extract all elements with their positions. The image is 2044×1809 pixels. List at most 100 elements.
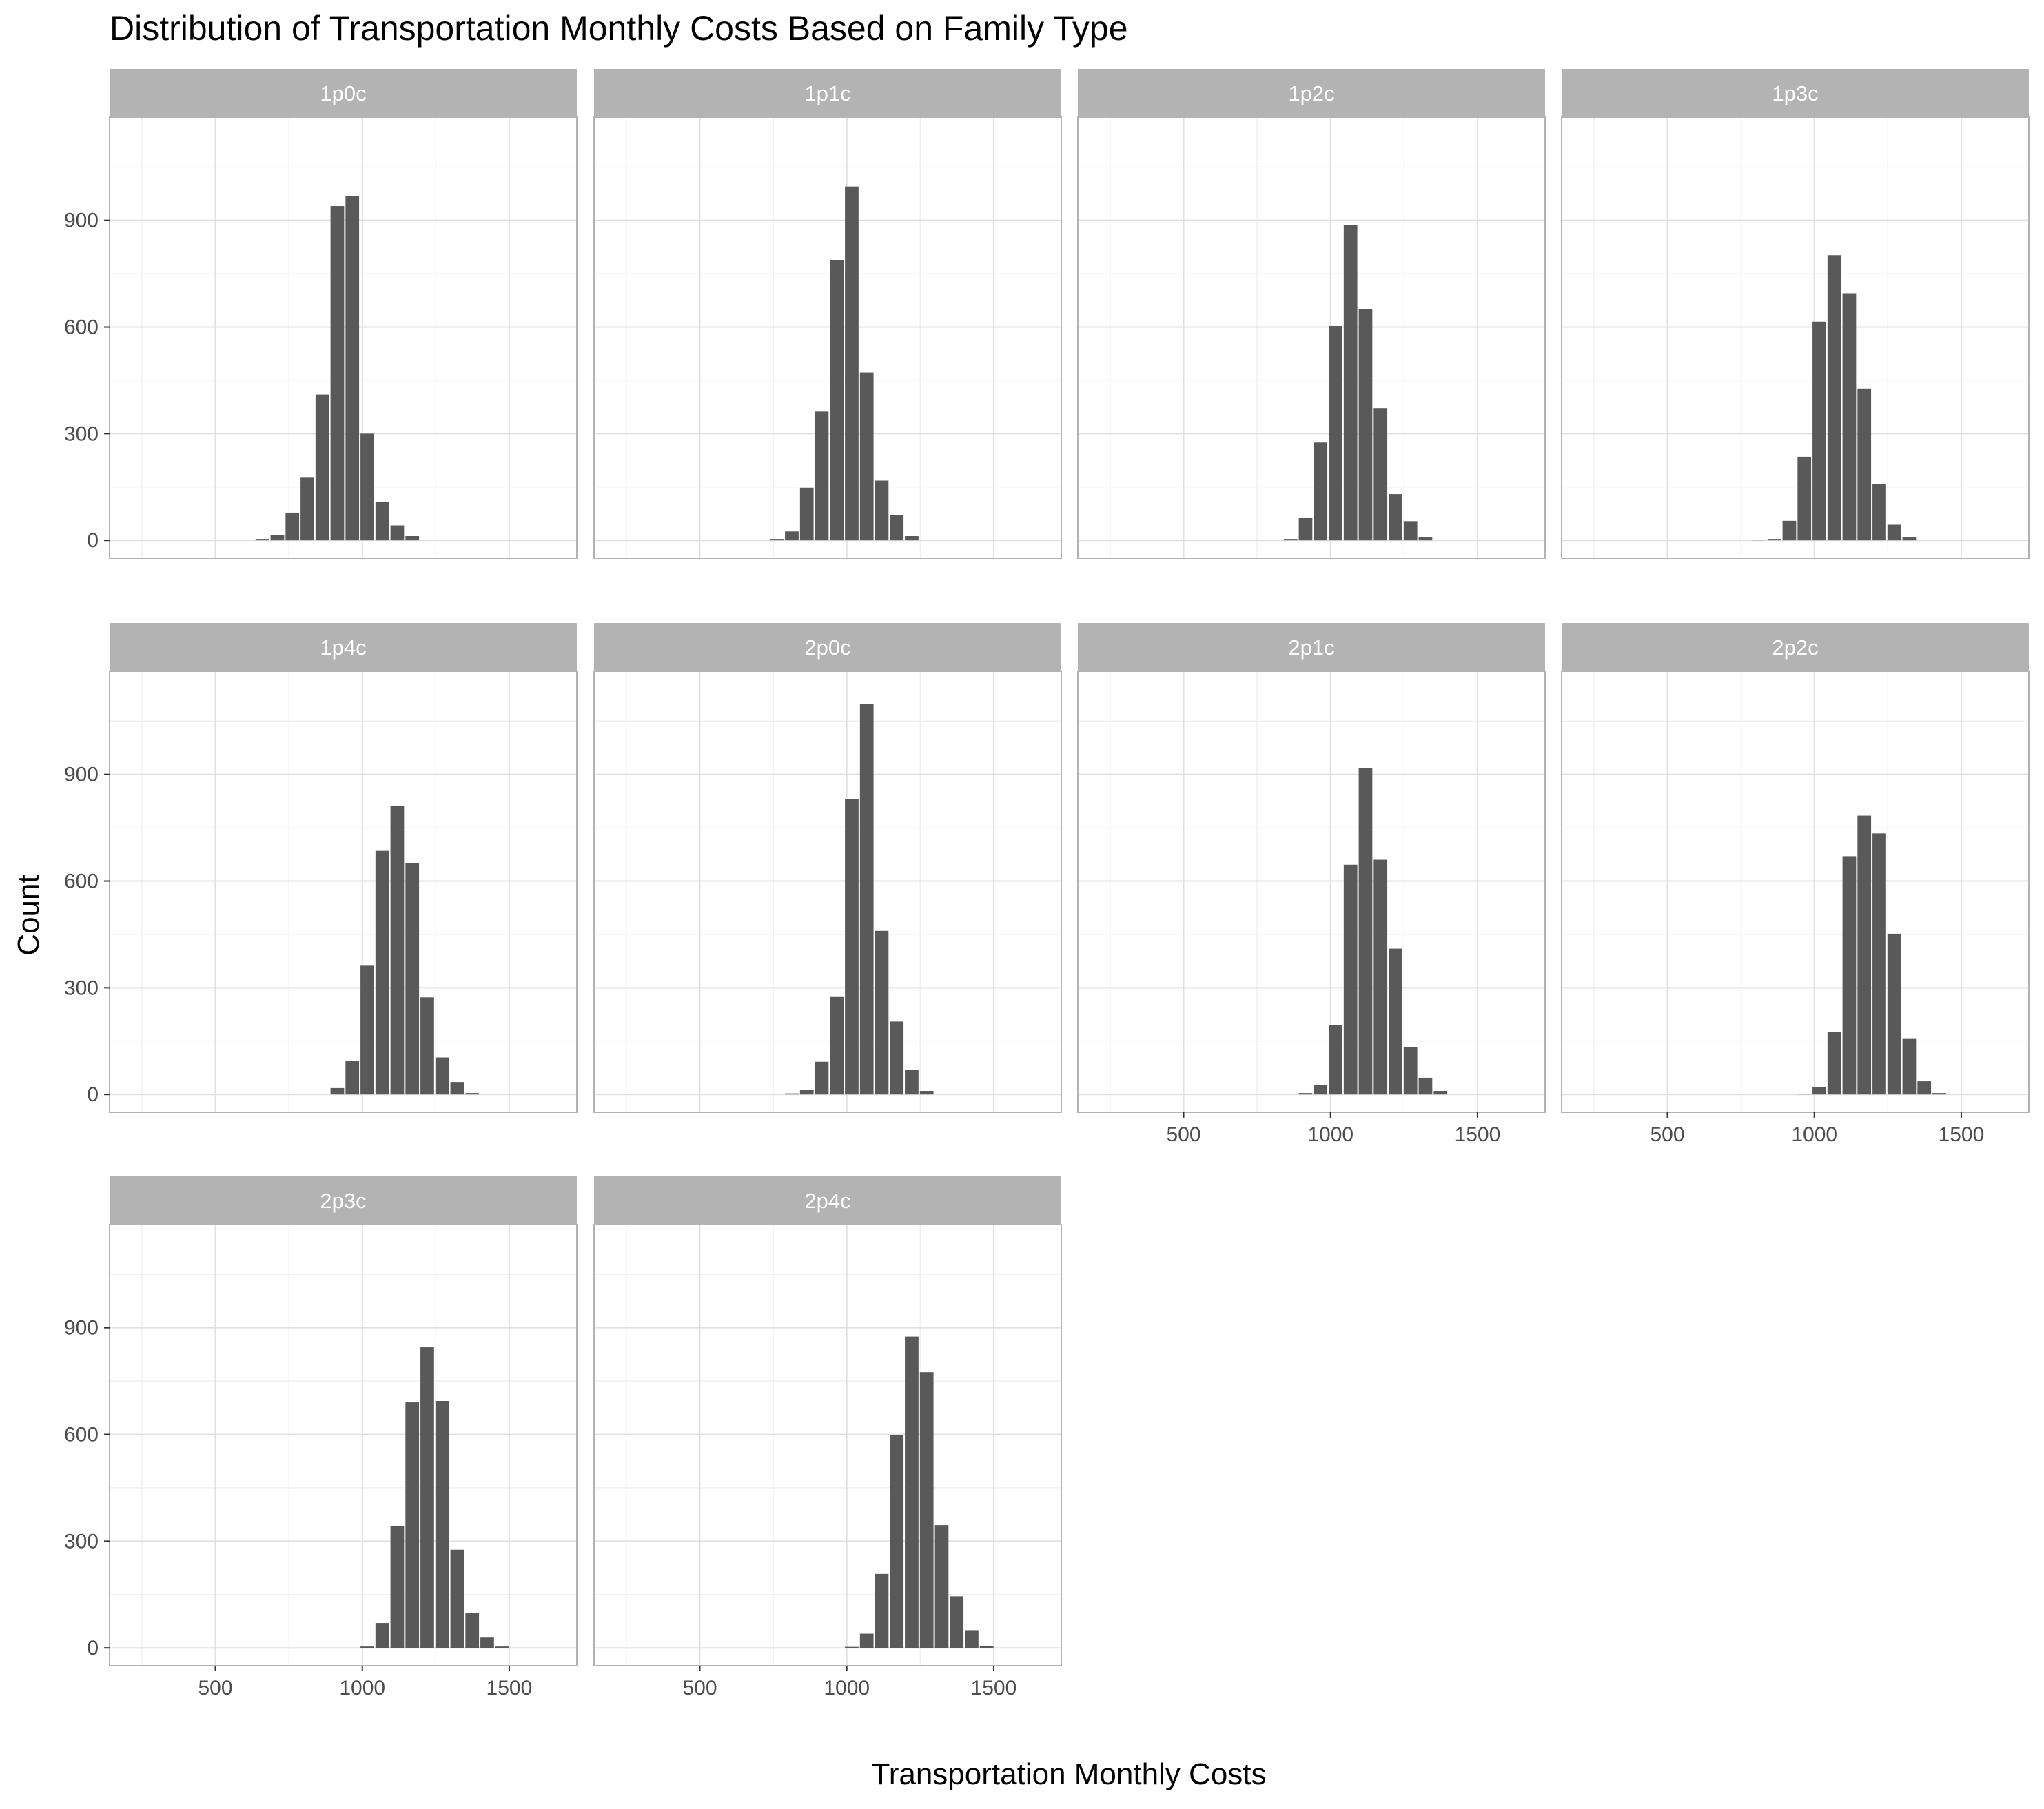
histogram-bar (905, 1336, 919, 1648)
histogram-bar (465, 1613, 480, 1648)
panel-background (110, 1225, 577, 1666)
histogram-bar (1767, 539, 1781, 541)
histogram-bar (1902, 1038, 1917, 1095)
histogram-bar (815, 411, 829, 541)
y-tick-label: 300 (64, 422, 99, 445)
y-tick-label: 0 (87, 529, 99, 552)
facet-strip-label: 2p1c (1288, 635, 1334, 660)
facet-panel-1p4c: 1p4c 0 300 600 900 (64, 623, 578, 1113)
histogram-bar (1418, 1077, 1433, 1095)
y-tick-label: 900 (64, 764, 99, 786)
x-tick-label: 1500 (1939, 1123, 1985, 1146)
histogram-bar (785, 1093, 799, 1095)
histogram-bar (1358, 768, 1373, 1095)
y-tick-label: 0 (87, 1637, 99, 1659)
histogram-bar (1872, 484, 1886, 541)
histogram-bar (875, 930, 889, 1095)
histogram-bar (845, 186, 859, 541)
panel-background (1562, 671, 2029, 1112)
y-tick-label: 600 (64, 1424, 99, 1447)
y-tick-label: 600 (64, 316, 99, 339)
x-tick-label: 1500 (1455, 1123, 1501, 1146)
x-tick-label: 1000 (1307, 1123, 1353, 1146)
histogram-bar (375, 850, 389, 1095)
histogram-bar (919, 1372, 934, 1648)
histogram-bar (405, 536, 420, 541)
histogram-bar (375, 1623, 389, 1648)
histogram-bar (1343, 864, 1358, 1095)
histogram-bar (1827, 255, 1841, 541)
histogram-bar (315, 394, 329, 541)
panel-border (1561, 671, 2030, 1113)
histogram-bar (1932, 1093, 1946, 1095)
x-tick-label: 1000 (824, 1677, 870, 1699)
facet-panel-2p0c: 2p0c (593, 623, 1062, 1113)
histogram-bar (1314, 442, 1328, 541)
x-tick-label: 500 (1166, 1123, 1200, 1146)
histogram-bar (1782, 520, 1797, 541)
histogram-bar (770, 539, 784, 541)
histogram-bar (1433, 1091, 1448, 1095)
facet-panel-1p0c: 1p0c 0 300 600 900 (64, 69, 578, 559)
histogram-bar (859, 1633, 874, 1648)
histogram-bar (390, 1526, 405, 1648)
histogram-bar (1902, 537, 1917, 541)
histogram-bar (1283, 539, 1298, 541)
histogram-bar (375, 502, 389, 541)
facet-panel-2p1c: 2p1c 500 1000 1500 (1077, 623, 1546, 1146)
histogram-bar (1298, 1093, 1313, 1095)
histogram-bar (979, 1646, 994, 1648)
histogram-bar (1812, 321, 1826, 541)
panel-background (1078, 117, 1545, 558)
facet-strip-label: 1p1c (804, 81, 850, 105)
histogram-bar (450, 1082, 464, 1095)
histogram-bar (859, 704, 874, 1095)
histogram-bar (330, 1087, 345, 1095)
histogram-bar (815, 1061, 829, 1095)
histogram-bar (285, 512, 300, 541)
histogram-bar (345, 196, 360, 541)
panel-background (594, 671, 1061, 1112)
histogram-bar (360, 1646, 374, 1648)
panel-border (593, 1224, 1062, 1666)
histogram-bar (1403, 1047, 1418, 1095)
histogram-bar (390, 525, 405, 541)
histogram-bar (830, 260, 844, 541)
facet-strip-label: 2p4c (804, 1189, 850, 1213)
histogram-bar (405, 863, 420, 1095)
facet-strip-label: 2p0c (804, 635, 850, 660)
histogram-bar (1358, 309, 1373, 541)
chart-title: Distribution of Transportation Monthly C… (110, 9, 1128, 48)
histogram-bar (919, 1091, 934, 1095)
facet-strip (1078, 623, 1545, 671)
histogram-bar (1329, 1025, 1342, 1095)
histogram-bar (830, 996, 844, 1095)
histogram-bar (330, 206, 345, 541)
x-tick-label: 500 (1650, 1123, 1684, 1146)
histogram-bar (1418, 537, 1433, 541)
histogram-bar (934, 1525, 949, 1648)
panel-background (110, 671, 577, 1112)
histogram-bar (1314, 1085, 1328, 1095)
facet-strip (110, 69, 577, 117)
histogram-bar (390, 806, 405, 1095)
panel-border (109, 116, 578, 559)
histogram-bar (1373, 408, 1388, 541)
histogram-bar (1389, 948, 1402, 1095)
histogram-bar (1872, 833, 1886, 1095)
histogram-bar (360, 965, 374, 1095)
histogram-bar (495, 1646, 509, 1648)
facet-strip (1078, 69, 1545, 117)
x-tick-label: 1500 (971, 1677, 1017, 1699)
histogram-bar (405, 1402, 420, 1648)
histogram-bar (420, 997, 434, 1095)
histogram-bar (799, 1090, 814, 1095)
histogram-bar (875, 1573, 889, 1648)
y-axis-title: Count (12, 875, 45, 955)
facet-strip (594, 1176, 1061, 1225)
facet-panel-2p2c: 2p2c 500 1000 1500 (1561, 623, 2030, 1146)
histogram-bar (1842, 293, 1857, 541)
panel-border (1077, 116, 1546, 559)
histogram-bar (450, 1549, 464, 1648)
